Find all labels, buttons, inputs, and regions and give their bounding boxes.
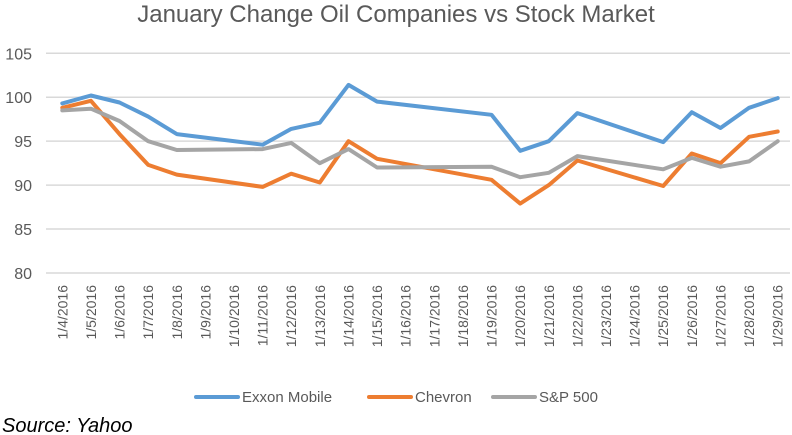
x-tick-label: 1/25/2016 bbox=[655, 285, 671, 347]
x-tick-label: 1/17/2016 bbox=[426, 285, 442, 347]
y-tick-label: 105 bbox=[5, 46, 32, 63]
y-tick-label: 85 bbox=[14, 222, 32, 239]
x-tick-label: 1/15/2016 bbox=[369, 285, 385, 347]
x-tick-label: 1/5/2016 bbox=[83, 285, 99, 340]
x-tick-label: 1/20/2016 bbox=[512, 285, 528, 347]
y-tick-label: 80 bbox=[14, 266, 32, 283]
x-tick-label: 1/18/2016 bbox=[455, 285, 471, 347]
x-tick-label: 1/7/2016 bbox=[140, 285, 156, 340]
x-tick-label: 1/19/2016 bbox=[484, 285, 500, 347]
x-tick-label: 1/6/2016 bbox=[112, 285, 128, 340]
x-tick-label: 1/9/2016 bbox=[197, 285, 213, 340]
x-tick-label: 1/27/2016 bbox=[712, 285, 728, 347]
y-tick-label: 100 bbox=[5, 90, 32, 107]
legend-label: Exxon Mobile bbox=[242, 389, 332, 406]
x-tick-label: 1/4/2016 bbox=[54, 285, 70, 340]
series-line-1 bbox=[60, 98, 780, 206]
x-tick-label: 1/13/2016 bbox=[312, 285, 328, 347]
legend-label: Chevron bbox=[415, 389, 472, 406]
source-note: Source: Yahoo bbox=[2, 415, 132, 435]
x-tick-label: 1/8/2016 bbox=[169, 285, 185, 340]
x-tick-label: 1/21/2016 bbox=[541, 285, 557, 347]
x-tick-label: 1/28/2016 bbox=[741, 285, 757, 347]
x-tick-label: 1/16/2016 bbox=[398, 285, 414, 347]
x-tick-label: 1/14/2016 bbox=[340, 285, 356, 347]
y-tick-label: 95 bbox=[14, 134, 32, 151]
legend-label: S&P 500 bbox=[539, 389, 598, 406]
x-tick-label: 1/10/2016 bbox=[226, 285, 242, 347]
x-tick-label: 1/12/2016 bbox=[283, 285, 299, 347]
x-tick-label: 1/24/2016 bbox=[627, 285, 643, 347]
chart-title: January Change Oil Companies vs Stock Ma… bbox=[137, 1, 655, 28]
x-tick-label: 1/11/2016 bbox=[255, 285, 271, 346]
x-tick-label: 1/29/2016 bbox=[770, 285, 786, 347]
x-tick-label: 1/26/2016 bbox=[684, 285, 700, 347]
x-tick-label: 1/22/2016 bbox=[569, 285, 585, 347]
y-tick-label: 90 bbox=[14, 178, 32, 195]
series-line-2 bbox=[60, 106, 780, 180]
series-line-0 bbox=[60, 82, 780, 153]
x-tick-label: 1/23/2016 bbox=[598, 285, 614, 347]
